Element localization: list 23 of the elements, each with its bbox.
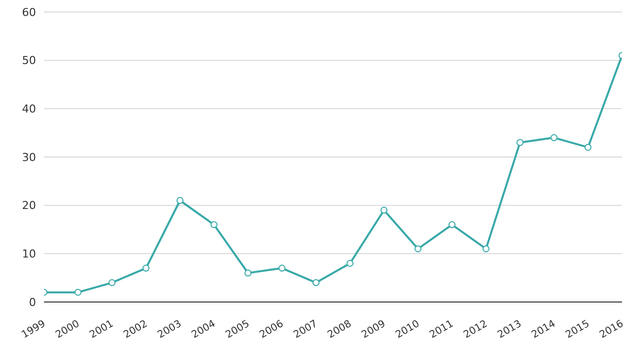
point [550,134,558,142]
y-tick-label: 30 [22,150,36,164]
point [278,264,286,272]
point [210,221,218,228]
point [142,264,150,272]
point [482,245,490,252]
point [380,206,388,214]
point [108,279,116,286]
point [244,270,252,276]
y-tick-label: 40 [22,102,36,116]
point [312,279,320,286]
point [176,197,184,204]
point [584,144,592,151]
y-tick-label: 10 [22,248,36,261]
y-tick-label: 60 [22,6,36,19]
point [346,260,354,267]
point [516,139,524,146]
y-tick-label: 20 [22,199,36,212]
y-tick-label: 0 [29,296,36,309]
point [414,245,422,252]
y-tick-label: 50 [22,54,36,68]
point [74,288,82,296]
point [448,221,456,228]
